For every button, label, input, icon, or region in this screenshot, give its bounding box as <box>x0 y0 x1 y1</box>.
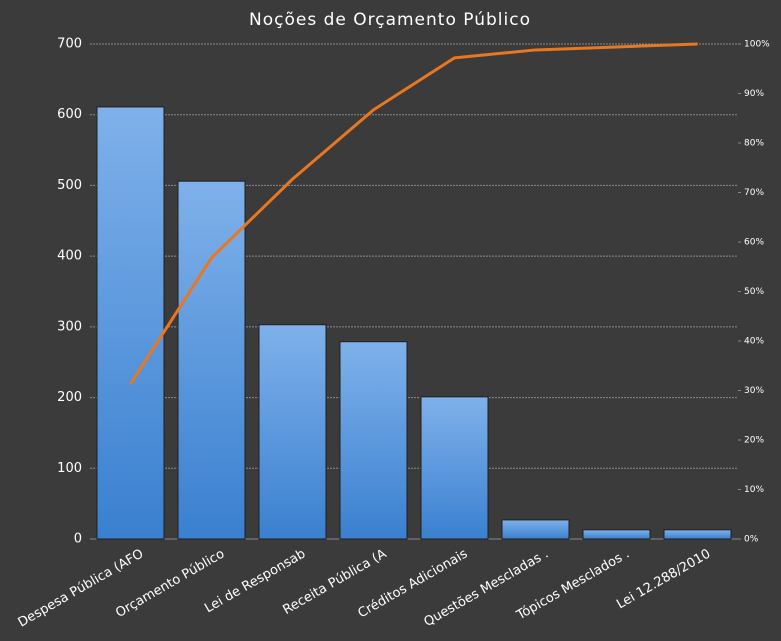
bar <box>663 529 732 540</box>
bar <box>339 341 408 540</box>
y2-tick-label: 70% <box>744 188 764 198</box>
y2-tick-label: 10% <box>744 485 764 495</box>
marks <box>96 42 732 540</box>
y-tick-label: 500 <box>57 178 82 193</box>
y2-tick-label: 60% <box>744 238 764 248</box>
cumulative-line <box>129 42 698 385</box>
y2-tick-label: 0% <box>744 535 759 545</box>
y2-tick-label: 30% <box>744 386 764 396</box>
bar <box>96 106 165 540</box>
bar <box>582 529 651 540</box>
y-tick-label: 0 <box>74 532 82 547</box>
y-tick-label: 200 <box>57 390 82 405</box>
y-tick-label: 100 <box>57 461 82 476</box>
bar <box>501 519 570 540</box>
y2-tick-label: 100% <box>744 40 770 50</box>
y-tick-label: 400 <box>57 249 82 264</box>
y-tick-label: 600 <box>57 107 82 122</box>
bar <box>258 324 327 540</box>
y2-tick-label: 20% <box>744 436 764 446</box>
y2-tick-label: 40% <box>744 337 764 347</box>
bar <box>177 180 246 540</box>
y2-tick-label: 80% <box>744 139 764 149</box>
y-tick-label: 700 <box>57 37 82 52</box>
chart-title: Noções de Orçamento Público <box>249 10 531 30</box>
y2-tick-label: 90% <box>744 89 764 99</box>
y2-tick-label: 50% <box>744 287 764 297</box>
y-tick-label: 300 <box>57 319 82 334</box>
bar <box>420 396 489 540</box>
